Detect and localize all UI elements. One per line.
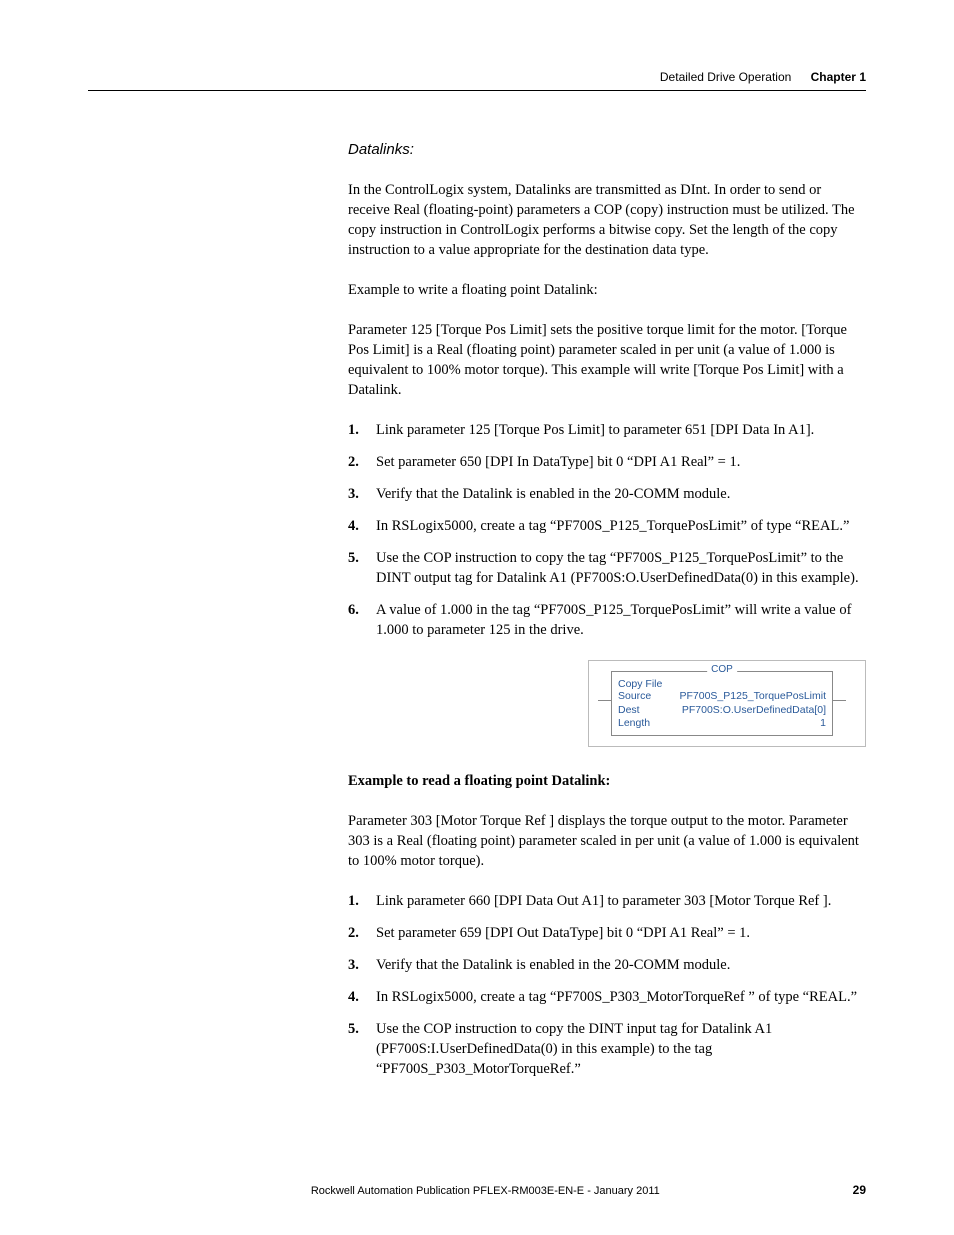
example-write-label: Example to write a floating point Datali… [348,280,866,300]
page-header: Detailed Drive Operation Chapter 1 [88,70,866,84]
page-footer: Rockwell Automation Publication PFLEX-RM… [88,1183,866,1197]
cop-rung-left [598,700,612,701]
write-step: Set parameter 650 [DPI In DataType] bit … [348,452,866,472]
datalinks-subheading: Datalinks: [348,141,866,158]
content-column: Datalinks: In the ControlLogix system, D… [348,141,866,1079]
footer-publication: Rockwell Automation Publication PFLEX-RM… [118,1185,853,1197]
cop-figure: COP Copy File Source PF700S_P125_TorqueP… [348,660,866,747]
read-step: Verify that the Datalink is enabled in t… [348,955,866,975]
cop-dest-label: Dest [618,704,660,718]
write-step: A value of 1.000 in the tag “PF700S_P125… [348,600,866,640]
write-step: Link parameter 125 [Torque Pos Limit] to… [348,420,866,440]
cop-outer-box: COP Copy File Source PF700S_P125_TorqueP… [588,660,866,747]
cop-title: COP [707,664,737,675]
intro-paragraph: In the ControlLogix system, Datalinks ar… [348,180,866,260]
read-step: Use the COP instruction to copy the DINT… [348,1019,866,1079]
cop-instruction-box: COP Copy File Source PF700S_P125_TorqueP… [611,671,833,736]
header-chapter: Chapter 1 [811,70,866,84]
write-step: Verify that the Datalink is enabled in t… [348,484,866,504]
cop-dest-value: PF700S:O.UserDefinedData[0] [660,704,826,718]
write-step: In RSLogix5000, create a tag “PF700S_P12… [348,516,866,536]
write-step: Use the COP instruction to copy the tag … [348,548,866,588]
read-steps-list: Link parameter 660 [DPI Data Out A1] to … [348,891,866,1079]
read-intro-paragraph: Parameter 303 [Motor Torque Ref ] displa… [348,811,866,871]
cop-subtitle: Copy File [618,678,826,690]
cop-length-label: Length [618,717,660,731]
header-rule [88,90,866,91]
read-step: Set parameter 659 [DPI Out DataType] bit… [348,923,866,943]
read-step: Link parameter 660 [DPI Data Out A1] to … [348,891,866,911]
cop-source-value: PF700S_P125_TorquePosLimit [660,690,826,704]
example-read-label: Example to read a floating point Datalin… [348,771,866,791]
footer-page-number: 29 [853,1183,866,1197]
cop-rung-right [832,700,846,701]
write-intro-paragraph: Parameter 125 [Torque Pos Limit] sets th… [348,320,866,400]
read-step: In RSLogix5000, create a tag “PF700S_P30… [348,987,866,1007]
cop-length-value: 1 [660,717,826,731]
cop-source-label: Source [618,690,660,704]
write-steps-list: Link parameter 125 [Torque Pos Limit] to… [348,420,866,640]
header-section: Detailed Drive Operation [660,70,791,84]
